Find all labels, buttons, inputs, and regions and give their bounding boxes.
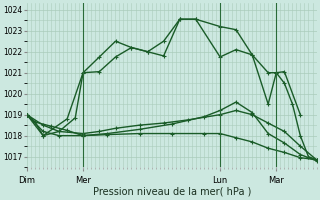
X-axis label: Pression niveau de la mer( hPa ): Pression niveau de la mer( hPa ) — [92, 187, 251, 197]
